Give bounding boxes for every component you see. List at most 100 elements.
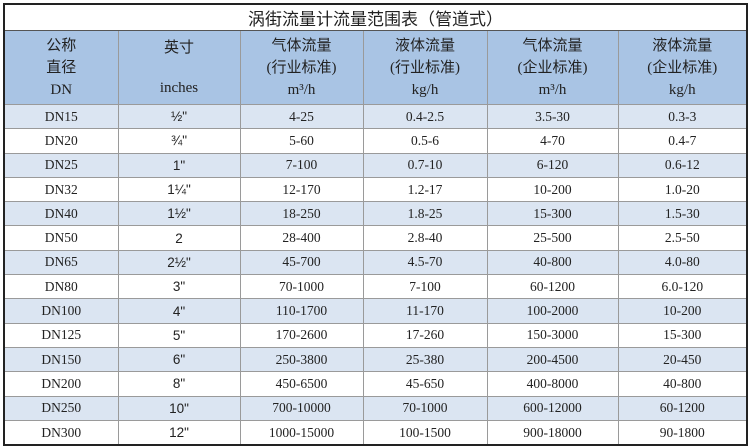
cell-liquid-industry: 11-170 [362,298,488,324]
cell-dn: DN125 [3,322,119,348]
cell-liquid-enterprise: 2.5-50 [617,225,748,251]
cell-inches: 10" [117,395,241,421]
cell-liquid-enterprise: 40-800 [617,371,748,397]
cell-gas-industry: 45-700 [239,249,364,276]
cell-liquid-enterprise: 6.0-120 [617,274,748,300]
table-row: DN80 3" 70-1000 7-100 60-1200 6.0-120 [3,274,748,300]
header-line: (企业标准) [517,59,588,76]
header-line: 液体流量 [394,37,455,54]
cell-gas-industry: 28-400 [239,225,364,251]
cell-liquid-enterprise: 60-1200 [617,395,748,421]
header-gas-enterprise: 气体流量 (企业标准) m³/h [486,30,619,105]
cell-liquid-industry: 45-650 [362,371,488,397]
table-row: DN300 12" 1000-15000 100-1500 900-18000 90-18… [3,419,748,446]
cell-gas-enterprise: 60-1200 [486,274,619,300]
cell-dn: DN50 [3,225,119,251]
cell-inches: 8" [117,371,241,397]
cell-gas-industry: 450-6500 [239,371,364,397]
cell-liquid-industry: 0.4-2.5 [362,103,488,130]
header-line: m³/h [538,81,567,98]
cell-inches: 2½" [117,249,241,276]
cell-inches: 1¼" [117,176,241,203]
cell-liquid-industry: 17-260 [362,322,488,348]
cell-inches: 12" [117,419,241,446]
header-inches: 英寸 inches [117,30,241,105]
table-row: DN15 ½" 4-25 0.4-2.5 3.5-30 0.3-3 [3,103,748,130]
cell-dn: DN15 [3,103,119,130]
header-line: (企业标准) [647,59,718,76]
cell-liquid-enterprise: 20-450 [617,346,748,373]
cell-gas-enterprise: 25-500 [486,225,619,251]
cell-inches: 5" [117,322,241,348]
header-line: 公称 [46,37,77,54]
cell-inches: 3" [117,274,241,300]
cell-dn: DN80 [3,274,119,300]
cell-liquid-industry: 1.8-25 [362,201,488,227]
table-title: 涡街流量计流量范围表（管道式） [3,3,748,31]
cell-liquid-industry: 2.8-40 [362,225,488,251]
table-row: DN125 5" 170-2600 17-260 150-3000 15-300 [3,322,748,348]
cell-liquid-industry: 1.2-17 [362,176,488,203]
table-row: DN65 2½" 45-700 4.5-70 40-800 4.0-80 [3,249,748,276]
header-line: inches [159,79,199,96]
cell-dn: DN100 [3,298,119,324]
cell-gas-industry: 1000-15000 [239,419,364,446]
cell-inches: 6" [117,346,241,373]
cell-dn: DN65 [3,249,119,276]
cell-dn: DN32 [3,176,119,203]
header-dn: 公称直径 DN [3,30,119,105]
cell-liquid-enterprise: 10-200 [617,298,748,324]
header-liquid-industry: 液体流量 (行业标准) kg/h [362,30,488,105]
header-line: 液体流量 [652,37,713,54]
cell-gas-enterprise: 15-300 [486,201,619,227]
header-line: DN [50,81,73,98]
cell-gas-enterprise: 100-2000 [486,298,619,324]
header-liquid-enterprise: 液体流量 (企业标准) kg/h [617,30,748,105]
cell-inches: ½" [117,103,241,130]
header-line: (行业标准) [266,59,337,76]
cell-gas-enterprise: 600-12000 [486,395,619,421]
cell-gas-enterprise: 10-200 [486,176,619,203]
cell-gas-enterprise: 4-70 [486,128,619,154]
cell-liquid-industry: 4.5-70 [362,249,488,276]
cell-liquid-enterprise: 0.3-3 [617,103,748,130]
cell-liquid-industry: 70-1000 [362,395,488,421]
header-gas-industry: 气体流量 (行业标准) m³/h [239,30,364,105]
cell-liquid-enterprise: 90-1800 [617,419,748,446]
cell-dn: DN200 [3,371,119,397]
cell-liquid-enterprise: 1.5-30 [617,201,748,227]
table-row: DN150 6" 250-3800 25-380 200-4500 20-450 [3,346,748,373]
table-row: DN20 ¾" 5-60 0.5-6 4-70 0.4-7 [3,128,748,154]
header-line: 气体流量 [271,37,332,54]
cell-liquid-enterprise: 1.0-20 [617,176,748,203]
header-line: 直径 [46,59,77,76]
cell-liquid-industry: 0.7-10 [362,152,488,178]
header-line: kg/h [411,81,439,98]
table-row: DN200 8" 450-6500 45-650 400-8000 40-800 [3,371,748,397]
table-body: DN15 ½" 4-25 0.4-2.5 3.5-30 0.3-3 DN20 ¾" 5-60 0.… [3,103,748,446]
header-row: 公称直径 DN 英寸 inches 气体流量 (行业标准) m³/h 液体流量 (行业标准) kg… [3,30,748,105]
table-row: DN25 1" 7-100 0.7-10 6-120 0.6-12 [3,152,748,178]
cell-liquid-industry: 100-1500 [362,419,488,446]
cell-inches: 4" [117,298,241,324]
cell-liquid-enterprise: 4.0-80 [617,249,748,276]
flow-range-table: 涡街流量计流量范围表（管道式） 公称直径 DN 英寸 inches 气体流量 (行业标准)… [3,3,749,446]
cell-liquid-industry: 7-100 [362,274,488,300]
cell-gas-enterprise: 900-18000 [486,419,619,446]
cell-dn: DN150 [3,346,119,373]
table-row: DN40 1½" 18-250 1.8-25 15-300 1.5-30 [3,201,748,227]
header-line: 英寸 [163,39,194,56]
header-line: 气体流量 [522,37,583,54]
cell-dn: DN40 [3,201,119,227]
cell-inches: 1½" [117,201,241,227]
cell-inches: 1" [117,152,241,178]
cell-gas-industry: 12-170 [239,176,364,203]
table-row: DN50 2 28-400 2.8-40 25-500 2.5-50 [3,225,748,251]
header-line: kg/h [668,81,696,98]
cell-liquid-enterprise: 15-300 [617,322,748,348]
cell-gas-enterprise: 3.5-30 [486,103,619,130]
cell-gas-industry: 110-1700 [239,298,364,324]
cell-gas-industry: 70-1000 [239,274,364,300]
cell-gas-industry: 250-3800 [239,346,364,373]
cell-gas-enterprise: 6-120 [486,152,619,178]
